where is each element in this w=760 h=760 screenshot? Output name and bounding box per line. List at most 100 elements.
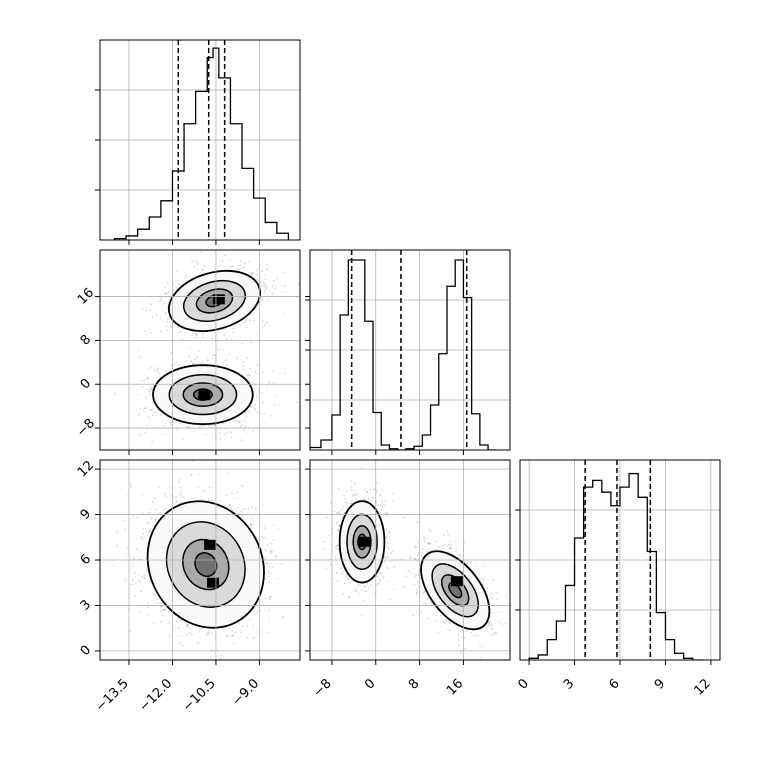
scatter-point bbox=[305, 395, 307, 397]
scatter-point bbox=[149, 394, 152, 396]
scatter-point bbox=[266, 268, 269, 271]
scatter-point bbox=[271, 285, 274, 287]
scatter-point bbox=[186, 624, 189, 627]
scatter-point bbox=[353, 482, 356, 485]
scatter-point bbox=[387, 546, 390, 549]
scatter-point bbox=[379, 572, 382, 575]
scatter-point bbox=[440, 614, 442, 617]
scatter-point bbox=[182, 496, 185, 499]
scatter-point bbox=[430, 601, 433, 604]
scatter-point bbox=[504, 623, 507, 625]
scatter-point bbox=[337, 529, 340, 531]
scatter-point bbox=[365, 491, 368, 493]
scatter-point bbox=[260, 303, 263, 306]
scatter-point bbox=[144, 431, 146, 434]
scatter-point bbox=[147, 606, 150, 608]
scatter-point bbox=[337, 548, 340, 550]
scatter-point bbox=[220, 451, 222, 453]
scatter-point bbox=[129, 629, 132, 632]
scatter-point bbox=[137, 349, 140, 352]
scatter-point bbox=[167, 317, 169, 320]
scatter-point bbox=[129, 482, 132, 485]
scatter-point bbox=[177, 617, 180, 620]
scatter-point bbox=[486, 587, 489, 590]
scatter-point bbox=[496, 597, 499, 600]
scatter-point bbox=[283, 271, 286, 274]
scatter-point bbox=[232, 634, 235, 637]
scatter-point bbox=[205, 634, 208, 636]
scatter-point bbox=[211, 631, 213, 634]
scatter-point bbox=[141, 493, 144, 496]
scatter-point bbox=[238, 421, 241, 424]
scatter-point bbox=[241, 364, 244, 367]
scatter-point bbox=[259, 276, 262, 279]
scatter-point bbox=[262, 371, 264, 373]
scatter-point bbox=[154, 497, 156, 500]
scatter-point bbox=[149, 529, 151, 531]
scatter-point bbox=[252, 272, 255, 275]
scatter-point bbox=[161, 320, 164, 323]
scatter-point bbox=[187, 624, 189, 627]
scatter-point bbox=[167, 610, 170, 612]
scatter-point bbox=[420, 555, 423, 557]
scatter-point bbox=[342, 593, 345, 596]
scatter-point bbox=[251, 624, 254, 627]
scatter-point bbox=[262, 401, 264, 404]
scatter-point bbox=[155, 598, 158, 600]
scatter-point bbox=[414, 544, 416, 547]
scatter-point bbox=[343, 582, 346, 585]
scatter-point bbox=[416, 595, 418, 597]
scatter-point bbox=[180, 422, 182, 425]
scatter-point bbox=[124, 528, 126, 531]
scatter-point bbox=[196, 261, 199, 263]
scatter-point bbox=[160, 330, 162, 333]
scatter-point bbox=[283, 312, 285, 315]
scatter-point bbox=[361, 614, 363, 617]
scatter-point bbox=[405, 575, 408, 577]
scatter-point bbox=[158, 373, 161, 375]
scatter-point bbox=[247, 508, 250, 510]
scatter-point bbox=[256, 273, 259, 276]
scatter-point bbox=[173, 363, 176, 365]
scatter-point bbox=[178, 478, 180, 481]
scatter-point bbox=[337, 487, 340, 490]
scatter-point bbox=[164, 495, 167, 498]
scatter-point bbox=[244, 425, 247, 428]
scatter-point bbox=[384, 512, 387, 515]
scatter-point bbox=[248, 411, 251, 413]
scatter-point bbox=[161, 433, 163, 435]
scatter-point bbox=[470, 560, 472, 563]
scatter-point bbox=[197, 263, 199, 265]
scatter-point bbox=[276, 277, 278, 280]
scatter-point bbox=[415, 592, 418, 595]
scatter-point bbox=[387, 541, 389, 543]
scatter-point bbox=[262, 299, 265, 301]
scatter-point bbox=[178, 481, 180, 483]
scatter-point bbox=[355, 590, 358, 592]
scatter-point bbox=[219, 438, 222, 440]
scatter-point bbox=[304, 616, 306, 618]
scatter-point bbox=[271, 551, 274, 553]
scatter-point bbox=[260, 270, 263, 273]
scatter-point bbox=[266, 384, 268, 387]
scatter-point bbox=[239, 426, 242, 428]
scatter-point bbox=[170, 495, 173, 497]
scatter-point bbox=[492, 579, 495, 581]
scatter-point bbox=[188, 627, 191, 630]
scatter-point bbox=[323, 540, 326, 543]
scatter-point bbox=[189, 346, 192, 349]
scatter-point bbox=[254, 507, 257, 509]
scatter-point bbox=[178, 642, 181, 645]
scatter-point bbox=[157, 300, 160, 303]
scatter-point bbox=[164, 312, 167, 315]
scatter-point bbox=[265, 287, 267, 290]
scatter-point bbox=[252, 312, 255, 315]
scatter-point bbox=[234, 420, 236, 423]
scatter-point bbox=[470, 632, 472, 634]
scatter-point bbox=[243, 519, 246, 521]
scatter-point bbox=[150, 388, 153, 391]
scatter-point bbox=[334, 545, 337, 548]
scatter-point bbox=[423, 538, 425, 541]
scatter-point bbox=[378, 578, 381, 581]
scatter-point bbox=[364, 498, 366, 501]
